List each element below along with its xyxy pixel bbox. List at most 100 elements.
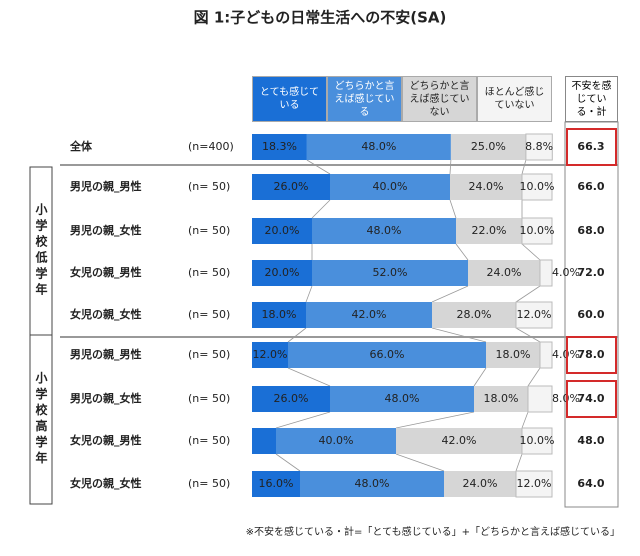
bar-segment [330, 386, 474, 412]
footnote: ※不安を感じている・計=「とても感じている」+「どちらかと言えば感じている」 [246, 525, 620, 538]
total-column [564, 121, 619, 508]
connector [521, 243, 541, 261]
bar-segment [252, 428, 276, 454]
bar-segment [252, 218, 312, 244]
sample-size: (n= 50) [188, 434, 230, 447]
bar-segment [515, 470, 553, 498]
connector [449, 199, 457, 219]
data-label: 48.0% [355, 477, 390, 490]
group-label: 小学校低学年 [34, 202, 48, 299]
category-label: 女児の親_男性 [70, 265, 142, 279]
data-label: 40.0% [319, 434, 354, 447]
data-label: 10.0% [520, 224, 555, 237]
data-label: 22.0% [472, 224, 507, 237]
data-label: 12.0% [253, 348, 288, 361]
data-label: 20.0% [265, 224, 300, 237]
bar-segment [539, 341, 553, 369]
legend-entry: どちらかと言えば感じていない [402, 76, 477, 122]
data-label: 48.0% [385, 392, 420, 405]
bar-segment [444, 471, 516, 497]
chart-title: 図 1:子どもの日常生活への不安(SA) [194, 9, 447, 27]
connector [395, 453, 445, 472]
data-label: 48.0% [361, 140, 396, 153]
bar-segment [252, 302, 306, 328]
connector [306, 159, 331, 175]
connector [515, 453, 523, 472]
sample-size: (n= 50) [188, 477, 230, 490]
connector [275, 453, 301, 472]
bar-segment [539, 259, 553, 287]
total-value: 74.0 [577, 392, 604, 405]
bar-segment [330, 174, 450, 200]
bar-segment [450, 174, 522, 200]
connector [521, 159, 527, 175]
connector [431, 327, 487, 343]
connector [275, 411, 331, 429]
legend-entry: どちらかと言えば感じている [327, 76, 402, 122]
data-label: 40.0% [373, 180, 408, 193]
data-label: 26.0% [274, 392, 309, 405]
data-label: 52.0% [373, 266, 408, 279]
category-label: 女児の親_男性 [70, 433, 142, 447]
connector [449, 159, 452, 175]
sample-size: (n=400) [188, 140, 234, 153]
legend-entry: とても感じている [252, 76, 327, 122]
sample-size: (n= 50) [188, 308, 230, 321]
category-label: 女児の親_女性 [70, 307, 142, 321]
category-label: 男児の親_男性 [70, 347, 142, 361]
connector [311, 199, 331, 219]
data-label: 18.0% [262, 308, 297, 321]
sample-size: (n= 50) [188, 392, 230, 405]
bar-segment [525, 133, 553, 161]
bar-segment [468, 260, 540, 286]
bar-segment [252, 471, 300, 497]
data-label: 42.0% [442, 434, 477, 447]
bar-segment [432, 302, 516, 328]
group-label: 小学校高学年 [34, 370, 48, 467]
bar-segment [521, 173, 553, 201]
bar-segment [252, 134, 307, 160]
bar-segment [396, 428, 522, 454]
data-label: 66.0% [370, 348, 405, 361]
bar-segment [252, 342, 288, 368]
total-value: 66.0 [577, 180, 604, 193]
connector [455, 243, 469, 261]
bar-segment [515, 301, 553, 329]
data-label: 20.0% [265, 266, 300, 279]
connector [287, 367, 331, 387]
data-label: 26.0% [274, 180, 309, 193]
bar-segment [306, 134, 451, 160]
bar-segment [252, 260, 312, 286]
total-value: 68.0 [577, 224, 604, 237]
connector [287, 327, 307, 343]
total-value: 48.0 [577, 434, 604, 447]
data-label: 42.0% [352, 308, 387, 321]
data-label: 10.0% [520, 180, 555, 193]
sample-size: (n= 50) [188, 180, 230, 193]
highlight-box [566, 336, 617, 374]
total-value: 60.0 [577, 308, 604, 321]
data-label: 28.0% [457, 308, 492, 321]
category-label: 男児の親_男性 [70, 179, 142, 193]
category-label: 全体 [69, 139, 93, 153]
sample-size: (n= 50) [188, 224, 230, 237]
data-label: 4.0% [552, 266, 580, 279]
data-label: 18.0% [496, 348, 531, 361]
bar-segment [252, 386, 330, 412]
data-label: 18.3% [262, 140, 297, 153]
connector [527, 367, 541, 387]
data-label: 24.0% [487, 266, 522, 279]
connector [305, 285, 313, 303]
sample-size: (n= 50) [188, 266, 230, 279]
data-label: 12.0% [517, 308, 552, 321]
highlight-box [566, 380, 617, 418]
bar-segment [288, 342, 486, 368]
bar-segment [450, 134, 526, 160]
connector [395, 411, 475, 429]
bar-segment [312, 218, 456, 244]
data-label: 24.0% [469, 180, 504, 193]
connector [473, 367, 487, 387]
bar-segment [521, 217, 553, 245]
